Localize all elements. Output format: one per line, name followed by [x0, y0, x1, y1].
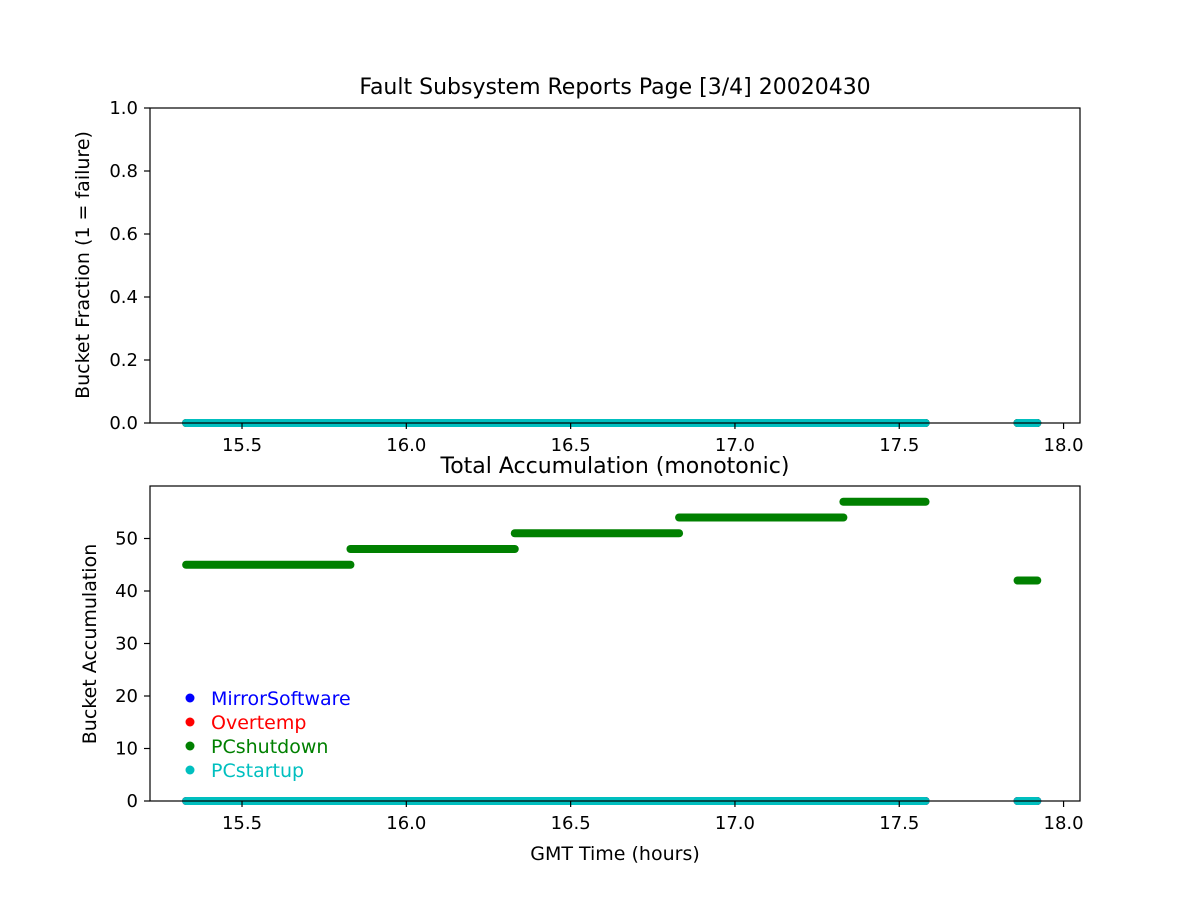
legend-marker-pcstartup: [185, 765, 195, 775]
legend-label-pcshutdown: PCshutdown: [211, 736, 328, 758]
bottom-x-tick-label-2: 16.5: [551, 813, 591, 834]
top-y-tick-label-2: 0.4: [109, 287, 138, 308]
top-y-tick-label-3: 0.6: [109, 224, 138, 245]
bottom-y-tick-label-4: 40: [115, 581, 138, 602]
top-chart-y-axis-label: Bucket Fraction (1 = failure): [72, 131, 94, 399]
bottom-x-tick-label-1: 16.0: [386, 813, 426, 834]
bottom-chart-ticks: 15.5 16.0 16.5 17.0 17.5 18.0 0 10 20 30 40 50: [115, 529, 1084, 835]
bottom-y-tick-label-2: 20: [115, 686, 138, 707]
top-chart: Fault Subsystem Reports Page [3/4] 20020…: [72, 75, 1084, 456]
top-x-tick-label-0: 15.5: [222, 435, 262, 456]
legend-label-pcstartup: PCstartup: [211, 760, 304, 782]
bottom-chart-frame: [149, 485, 1081, 802]
top-chart-ticks: 15.5 16.0 16.5 17.0 17.5 18.0 0.0 0.2 0.4 0.6 0.8 1…: [109, 98, 1083, 456]
legend: MirrorSoftwareOvertempPCshutdownPCstartu…: [185, 688, 351, 782]
top-x-tick-label-2: 16.5: [551, 435, 591, 456]
top-y-tick-label-1: 0.2: [109, 350, 138, 371]
top-x-tick-label-1: 16.0: [386, 435, 426, 456]
top-y-tick-label-0: 0.0: [109, 413, 138, 434]
bottom-chart-y-axis-label: Bucket Accumulation: [79, 544, 101, 745]
legend-label-mirrorsoftware: MirrorSoftware: [211, 688, 351, 710]
bottom-x-tick-label-4: 17.5: [879, 813, 919, 834]
bottom-y-tick-label-0: 0: [127, 791, 138, 812]
bottom-x-tick-label-3: 17.0: [715, 813, 755, 834]
bottom-x-tick-label-0: 15.5: [222, 813, 262, 834]
top-chart-frame: [149, 107, 1081, 424]
legend-marker-overtemp: [185, 717, 195, 727]
legend-label-overtemp: Overtemp: [211, 712, 306, 734]
bottom-y-tick-label-3: 30: [115, 634, 138, 655]
bottom-x-tick-label-5: 18.0: [1044, 813, 1084, 834]
top-x-tick-label-4: 17.5: [879, 435, 919, 456]
top-y-tick-label-5: 1.0: [109, 98, 138, 119]
legend-marker-mirrorsoftware: [185, 693, 195, 703]
bottom-y-tick-label-5: 50: [115, 529, 138, 550]
legend-marker-pcshutdown: [185, 741, 195, 751]
top-y-tick-label-4: 0.8: [109, 161, 138, 182]
bottom-y-tick-label-1: 10: [115, 739, 138, 760]
top-chart-title: Fault Subsystem Reports Page [3/4] 20020…: [359, 75, 870, 100]
bottom-chart-x-axis-label: GMT Time (hours): [530, 843, 700, 865]
top-x-tick-label-3: 17.0: [715, 435, 755, 456]
bottom-chart-title: Total Accumulation (monotonic): [440, 454, 790, 479]
top-x-tick-label-5: 18.0: [1044, 435, 1084, 456]
bottom-chart: Total Accumulation (monotonic) Bucket Ac…: [79, 454, 1084, 865]
